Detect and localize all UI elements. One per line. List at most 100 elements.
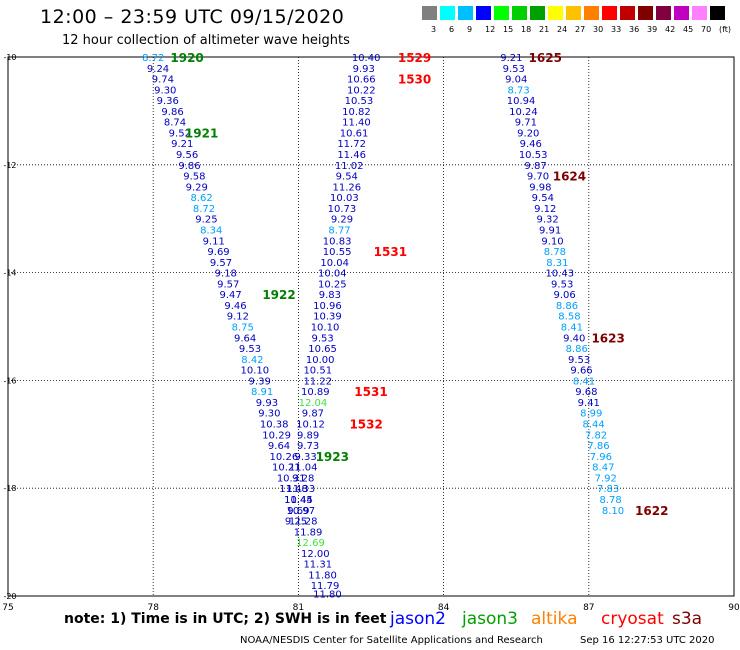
color-bar-swatch <box>566 6 581 20</box>
time-label: 1625 <box>529 51 562 65</box>
data-point-jason3: 8.42 <box>241 355 263 366</box>
color-bar-label: 3 <box>431 25 437 34</box>
color-bar-swatch <box>620 6 635 20</box>
data-point-jason3: 10.97 <box>286 506 315 517</box>
data-point-cryosat: 10.04 <box>318 269 347 280</box>
data-point-cryosat: 11.22 <box>303 376 332 387</box>
data-point-cryosat: 11.04 <box>289 463 318 474</box>
data-point-s3a: 9.32 <box>537 215 559 226</box>
data-point-s3a: 8.86 <box>556 301 578 312</box>
data-point-s3a: 8.41 <box>561 323 583 334</box>
data-point-s3a: 9.12 <box>534 204 556 215</box>
data-point-s3a: 9.70 <box>527 172 549 183</box>
legend-altika: altika <box>531 609 578 629</box>
data-point-s3a: 9.87 <box>524 161 546 172</box>
data-point-cryosat: 11.02 <box>335 161 364 172</box>
data-point-s3a: 8.86 <box>566 344 588 355</box>
color-bar-label: 27 <box>575 25 586 34</box>
data-point-cryosat: 10.73 <box>328 204 357 215</box>
data-point-jason3: 8.91 <box>251 387 273 398</box>
time-label: 1921 <box>185 126 218 140</box>
data-point-jason3: 10.29 <box>262 430 291 441</box>
data-point-s3a: 10.24 <box>509 107 538 118</box>
data-point-jason3: 9.86 <box>178 161 200 172</box>
data-point-jason3: 9.57 <box>217 279 239 290</box>
data-point-s3a: 9.10 <box>541 236 563 247</box>
data-point-s3a: 8.78 <box>544 247 566 258</box>
data-point-s3a: 8.47 <box>592 463 614 474</box>
color-bar-label: 42 <box>665 25 676 34</box>
data-point-jason3: 9.74 <box>152 75 174 86</box>
plot-frame <box>7 56 735 597</box>
color-bar-label: 33 <box>611 25 622 34</box>
data-point-jason3: 9.56 <box>176 150 198 161</box>
y-tick-label: -14 <box>3 269 16 278</box>
color-bar-label: 9 <box>467 25 473 34</box>
data-point-jason3: 9.69 <box>207 247 229 258</box>
data-point-jason3: 9.39 <box>249 376 271 387</box>
data-point-s3a: 8.99 <box>580 409 602 420</box>
data-point-cryosat: 11.33 <box>286 484 315 495</box>
data-point-s3a: 7.92 <box>595 473 617 484</box>
data-point-jason3: 9.25 <box>195 215 217 226</box>
data-point-cryosat: 10.04 <box>320 258 349 269</box>
color-bar-swatch <box>548 6 563 20</box>
data-point-cryosat: 10.22 <box>347 85 376 96</box>
data-point-jason3: 8.62 <box>190 193 212 204</box>
data-point-s3a: 9.98 <box>529 182 551 193</box>
data-point-cryosat: 10.96 <box>313 301 342 312</box>
data-point-jason3: 9.64 <box>268 441 290 452</box>
color-bar-label: 15 <box>503 25 514 34</box>
data-point-jason3: 11.48 <box>279 484 308 495</box>
x-tick-label: 84 <box>438 603 450 613</box>
data-point-jason3: 10.10 <box>241 366 270 377</box>
data-point-jason3: 11.31 <box>303 560 332 571</box>
data-point-s3a: 9.46 <box>520 139 542 150</box>
data-point-cryosat: 11.46 <box>337 150 366 161</box>
data-point-jason3: 9.46 <box>224 301 246 312</box>
color-bar-swatch <box>494 6 509 20</box>
data-point-s3a: 9.21 <box>500 53 522 64</box>
color-bar-label: 36 <box>629 25 640 34</box>
data-point-s3a: 7.86 <box>587 441 609 452</box>
data-point-jason3: 11.89 <box>294 527 323 538</box>
color-bar-label: 45 <box>683 25 694 34</box>
color-bar-label: (ft) <box>719 25 732 34</box>
data-point-cryosat: 11.26 <box>332 182 361 193</box>
legend-s3a: s3a <box>672 609 703 629</box>
data-point-cryosat: 10.44 <box>284 495 313 506</box>
data-point-cryosat: 12.04 <box>299 398 328 409</box>
color-bar-label: 12 <box>485 25 496 34</box>
data-point-jason3: 9.12 <box>227 312 249 323</box>
data-point-s3a: 9.54 <box>532 193 554 204</box>
data-point-cryosat: 9.87 <box>302 409 324 420</box>
data-point-jason3: 9.30 <box>154 85 176 96</box>
data-point-s3a: 9.04 <box>505 75 527 86</box>
data-point-cryosat: 8.77 <box>328 225 350 236</box>
color-bar-label: 24 <box>557 25 568 34</box>
data-point-jason3: 9.57 <box>210 258 232 269</box>
data-point-cryosat: 10.03 <box>330 193 359 204</box>
data-point-cryosat: 10.82 <box>342 107 371 118</box>
data-point-jason3: 10.26 <box>270 452 299 463</box>
x-tick-label: 90 <box>728 603 740 613</box>
data-point-jason3: 9.47 <box>220 290 242 301</box>
data-point-cryosat: 9.28 <box>292 473 314 484</box>
color-bar-label: 30 <box>593 25 604 34</box>
data-point-s3a: 10.94 <box>507 96 536 107</box>
data-point-s3a: 8.73 <box>507 85 529 96</box>
data-point-jason3: 9.58 <box>183 172 205 183</box>
y-tick-label: -18 <box>3 484 16 493</box>
data-point-jason3: 9.93 <box>256 398 278 409</box>
data-point-cryosat: 10.40 <box>352 53 381 64</box>
x-tick-label: 81 <box>293 603 304 613</box>
data-point-jason3: 9.21 <box>171 139 193 150</box>
data-point-s3a: 9.53 <box>551 279 573 290</box>
data-point-jason3: 10.31 <box>277 473 306 484</box>
credit-text: NOAA/NESDIS Center for Satellite Applica… <box>240 635 543 646</box>
data-point-s3a: 7.82 <box>585 430 607 441</box>
data-point-cryosat: 9.93 <box>353 64 375 75</box>
time-label: 1531 <box>374 245 407 259</box>
data-point-s3a: 8.58 <box>558 312 580 323</box>
data-point-s3a: 8.41 <box>573 376 595 387</box>
